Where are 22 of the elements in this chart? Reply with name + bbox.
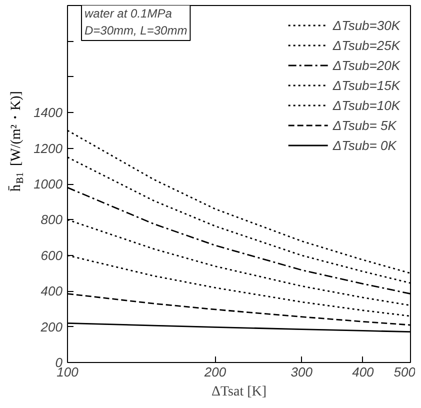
x-tick-label: 200 <box>203 364 227 380</box>
y-tick-label: 200 <box>40 319 64 334</box>
legend-label: ΔTsub=20K <box>332 58 400 72</box>
x-tick-label: 400 <box>352 364 375 380</box>
x-tick-label: 500 <box>394 364 416 380</box>
y-tick-label: 600 <box>40 248 64 263</box>
legend-label: ΔTsub=30K <box>332 18 400 32</box>
x-axis-title: ΔTsat [K] <box>211 384 267 400</box>
y-tick-label: 1200 <box>34 140 64 156</box>
legend-label: ΔTsub= 0K <box>332 138 396 152</box>
x-tick-label: 300 <box>290 364 314 380</box>
y-tick-label: 1400 <box>34 105 64 120</box>
annotation: D=30mm, L=30mm <box>84 24 188 38</box>
legend-label: ΔTsub=25K <box>332 38 400 52</box>
legend-label: ΔTsub=10K <box>332 98 400 112</box>
y-tick-label: 800 <box>40 212 64 228</box>
y-tick-label: 400 <box>40 284 64 299</box>
y-axis-title: h̄B1 [W/(m²・K)] <box>8 91 26 192</box>
legend-label: ΔTsub=15K <box>332 78 400 92</box>
legend-label: ΔTsub= 5K <box>332 118 396 132</box>
annotation: water at 0.1MPa <box>84 6 172 21</box>
y-tick-label: 1000 <box>34 176 64 192</box>
